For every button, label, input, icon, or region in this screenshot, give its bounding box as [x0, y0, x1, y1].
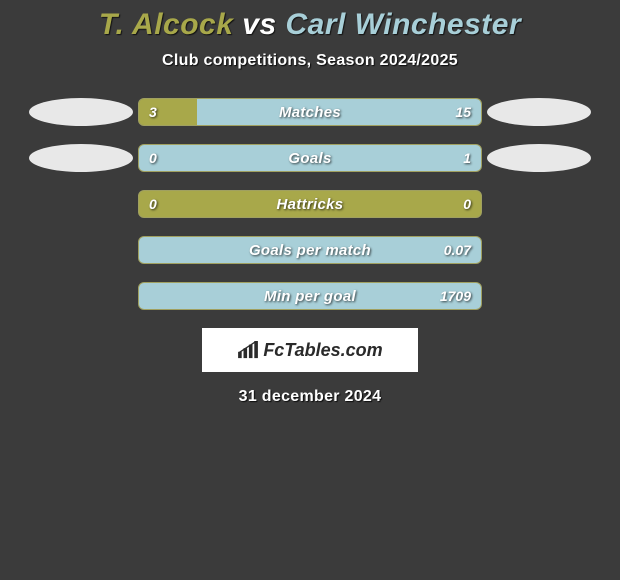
stat-label: Hattricks — [139, 191, 481, 217]
subtitle: Club competitions, Season 2024/2025 — [0, 52, 620, 70]
logo-text: FcTables.com — [263, 340, 382, 361]
stat-value-left: 0 — [149, 191, 157, 217]
logo-box: FcTables.com — [202, 328, 418, 372]
stat-value-right: 1 — [463, 145, 471, 171]
stat-value-right: 0.07 — [444, 237, 471, 263]
stat-value-right: 0 — [463, 191, 471, 217]
stat-rows: Matches315Goals01Hattricks00Goals per ma… — [0, 98, 620, 310]
player1-name: T. Alcock — [99, 8, 234, 41]
stat-label: Goals — [139, 145, 481, 171]
stat-bar: Goals0 1 — [138, 144, 482, 172]
vs-word: vs — [242, 8, 276, 41]
left-badge-slot — [24, 98, 138, 126]
snapshot-date: 31 december 2024 — [0, 388, 620, 406]
stat-row: Goals per match0.07 — [0, 236, 620, 264]
stat-label: Goals per match — [139, 237, 481, 263]
stat-row: Hattricks0 0 — [0, 190, 620, 218]
stat-bar: Hattricks0 0 — [138, 190, 482, 218]
left-badge-ellipse — [29, 98, 133, 126]
right-badge-slot — [482, 98, 596, 126]
right-badge-slot — [482, 144, 596, 172]
comparison-title: T. Alcock vs Carl Winchester — [0, 0, 620, 44]
stat-bar: Min per goal1709 — [138, 282, 482, 310]
stat-bar: Goals per match0.07 — [138, 236, 482, 264]
stat-value-left: 3 — [149, 99, 157, 125]
stat-label: Matches — [139, 99, 481, 125]
right-badge-ellipse — [487, 144, 591, 172]
stat-label: Min per goal — [139, 283, 481, 309]
stat-value-right: 1709 — [440, 283, 471, 309]
player2-name: Carl Winchester — [285, 8, 521, 41]
stat-bar: Matches3 15 — [138, 98, 482, 126]
stat-row: Matches3 15 — [0, 98, 620, 126]
bars-icon — [237, 341, 259, 359]
stat-value-right: 15 — [455, 99, 471, 125]
stat-row: Goals0 1 — [0, 144, 620, 172]
left-badge-slot — [24, 144, 138, 172]
left-badge-ellipse — [29, 144, 133, 172]
right-badge-ellipse — [487, 98, 591, 126]
stat-row: Min per goal1709 — [0, 282, 620, 310]
stat-value-left: 0 — [149, 145, 157, 171]
